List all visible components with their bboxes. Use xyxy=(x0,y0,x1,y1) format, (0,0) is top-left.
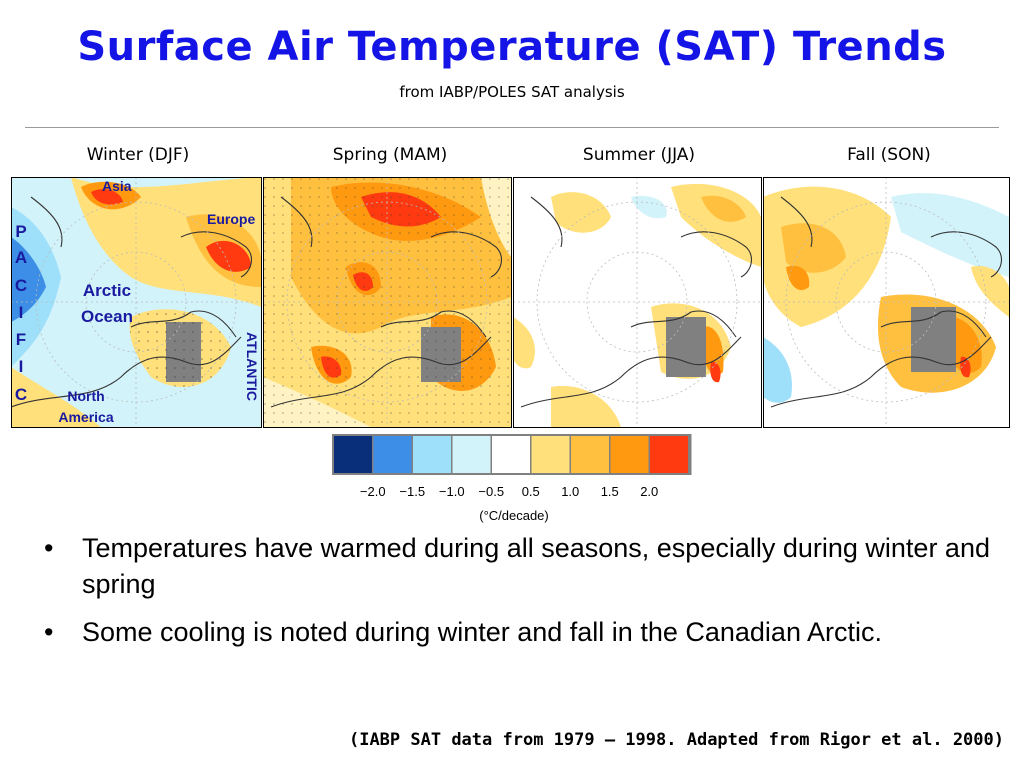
color-legend: −2.0 −1.5 −1.0 −0.5 0.5 1.0 1.5 2.0 (°C/decade) xyxy=(332,434,692,523)
map-summer xyxy=(513,177,761,427)
title-divider xyxy=(25,127,999,128)
bullet-item-cooling: • Some cooling is noted during winter an… xyxy=(44,614,994,650)
citation: (IABP SAT data from 1979 – 1998. Adapted… xyxy=(348,730,1004,750)
label-atlantic: ATLANTIC xyxy=(244,332,260,401)
label-pacific-c: C xyxy=(15,276,27,295)
legend-tick-label: 1.0 xyxy=(561,484,579,499)
bullet-text-warming: Temperatures have warmed during all seas… xyxy=(82,533,990,599)
legend-swatch xyxy=(452,436,491,473)
label-north: North xyxy=(67,388,104,404)
label-america: America xyxy=(58,409,113,425)
season-label-winter: Winter (DJF) xyxy=(86,145,190,165)
slide-subtitle: from IABP/POLES SAT analysis xyxy=(399,83,625,101)
legend-swatch xyxy=(610,436,649,473)
legend-swatch xyxy=(373,436,412,473)
legend-ticks: −2.0 −1.5 −1.0 −0.5 0.5 1.0 1.5 2.0 xyxy=(360,484,658,499)
map-fall-frame xyxy=(763,177,1010,428)
legend-tick-label: −2.0 xyxy=(360,484,386,499)
label-asia: Asia xyxy=(102,178,132,194)
legend-tick-label: 0.5 xyxy=(522,484,540,499)
legend-swatch xyxy=(334,436,372,473)
map-winter-frame xyxy=(11,177,262,428)
legend-swatches xyxy=(332,434,692,475)
legend-tick-label: −1.5 xyxy=(399,484,425,499)
legend-swatch xyxy=(650,436,688,473)
legend-swatch xyxy=(492,436,530,473)
label-arctic: Arctic xyxy=(83,281,131,300)
bullet-item-warming: • Temperatures have warmed during all se… xyxy=(44,530,994,602)
legend-tick-label: −1.0 xyxy=(439,484,465,499)
map-summer-frame xyxy=(513,177,762,428)
label-pacific-p: P xyxy=(15,222,26,241)
map-winter xyxy=(11,177,261,427)
map-spring xyxy=(263,177,511,427)
seasonal-maps: Asia Europe P A C I F I C Arctic Ocean N… xyxy=(11,177,1010,428)
legend-tick-label: 1.5 xyxy=(601,484,619,499)
legend-tick-label: −0.5 xyxy=(478,484,504,499)
label-pacific-f: F xyxy=(16,330,26,349)
map-spring-frame xyxy=(263,177,512,428)
season-label-fall: Fall (SON) xyxy=(847,145,931,165)
map-fall xyxy=(763,177,1009,427)
label-pacific-a: A xyxy=(15,248,27,267)
label-ocean: Ocean xyxy=(81,307,133,326)
legend-unit: (°C/decade) xyxy=(479,508,549,523)
bullet-marker: • xyxy=(44,617,54,647)
winter-annotations: Asia Europe P A C I F I C Arctic Ocean N… xyxy=(15,178,260,425)
slide-title: Surface Air Temperature (SAT) Trends xyxy=(77,24,947,70)
legend-tick-label: 2.0 xyxy=(640,484,658,499)
legend-swatch xyxy=(413,436,451,473)
bullet-list: • Temperatures have warmed during all se… xyxy=(44,530,994,662)
legend-swatch xyxy=(531,436,570,473)
label-pacific-c2: C xyxy=(15,385,27,404)
bullet-marker: • xyxy=(44,533,54,563)
season-label-summer: Summer (JJA) xyxy=(582,145,696,165)
label-pacific-i: I xyxy=(19,303,24,322)
legend-swatch xyxy=(571,436,609,473)
bullet-text-cooling: Some cooling is noted during winter and … xyxy=(82,617,882,647)
season-label-spring: Spring (MAM) xyxy=(332,145,448,165)
label-pacific-i2: I xyxy=(19,357,24,376)
label-europe: Europe xyxy=(207,211,255,227)
